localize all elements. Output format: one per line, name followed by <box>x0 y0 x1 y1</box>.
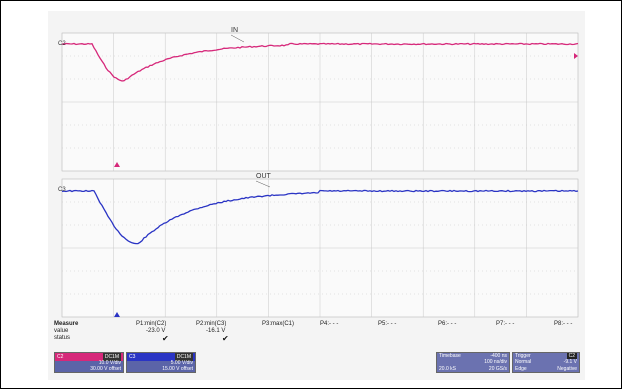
trigger-type: Edge <box>515 365 527 372</box>
channel-c2-descriptor[interactable]: C2 DC1M 10.0 V/div 30.00 V offset <box>54 352 124 373</box>
trigger-marker-bottom <box>114 312 120 317</box>
measure-p5-name[interactable]: P5:- - - <box>378 321 397 327</box>
trigger-title: Trigger <box>515 353 531 359</box>
measure-p7-name[interactable]: P7:- - - <box>496 321 515 327</box>
c2-box-offset: 30.00 V offset <box>90 365 121 372</box>
trigger-slope: Negative <box>557 365 577 372</box>
c2-box-vdiv: 10.0 V/div <box>98 360 121 366</box>
out-trace-label: OUT <box>256 173 271 180</box>
in-trace-label: IN <box>231 27 238 34</box>
timebase-title: Timebase <box>439 353 461 359</box>
out-label-leader <box>255 180 271 188</box>
trigger-descriptor[interactable]: Trigger C2 Normal -9.1 V Edge Negative <box>512 352 580 373</box>
bottom-grid <box>61 178 579 318</box>
measure-title[interactable]: Measure <box>54 321 79 327</box>
measure-row-status: status <box>54 335 71 341</box>
measure-p8-name[interactable]: P8:- - - <box>554 321 573 327</box>
c2-box-name: C2 <box>57 354 64 360</box>
trigger-source-icon: C2 <box>566 353 577 360</box>
trigger-mode: Normal <box>515 359 532 366</box>
timebase-sample-rate: 20 GS/s <box>488 365 507 372</box>
measure-p1-name[interactable]: P1:min(C2) <box>136 321 167 327</box>
measure-p6-name[interactable]: P6:- - - <box>438 321 457 327</box>
trigger-marker-top <box>114 162 120 167</box>
measure-p1-status-check: ✔ <box>162 334 169 343</box>
measure-row-value: value <box>54 328 69 334</box>
channel-c3-label: C3 <box>58 187 66 193</box>
timebase-delay: -400 ns <box>490 353 507 359</box>
measure-p2-status-check: ✔ <box>222 334 229 343</box>
measure-p2-name[interactable]: P2:min(C3) <box>196 321 227 327</box>
in-label-leader <box>230 34 245 43</box>
channel-c3-descriptor[interactable]: C3 DC1M 5.00 V/div 15.00 V offset <box>126 352 196 373</box>
top-grid <box>61 32 579 172</box>
trigger-level: -9.1 V <box>563 359 577 366</box>
timebase-descriptor[interactable]: Timebase -400 ns 100 ns/div 20.0 kS 20 G… <box>436 352 510 373</box>
scope-canvas <box>61 32 579 318</box>
c3-box-name: C3 <box>129 354 136 360</box>
measure-p3-name[interactable]: P3:max(C1) <box>262 321 295 327</box>
measure-p1-value: -23.0 V <box>146 328 166 334</box>
timebase-rate: 100 ns/div <box>484 359 507 366</box>
level-marker-right <box>574 53 578 59</box>
oscilloscope-screen: C2 C3 IN OUT Measure value status P1:min… <box>48 11 585 380</box>
c3-box-offset: 15.00 V offset <box>162 365 193 372</box>
out-trace <box>61 189 579 245</box>
timebase-samples: 20.0 kS <box>439 365 456 372</box>
c3-box-vdiv: 5.00 V/div <box>170 360 193 366</box>
c2-box-coupling: DC1M <box>102 353 121 361</box>
measure-p4-name[interactable]: P4:- - - <box>320 321 339 327</box>
in-trace <box>61 42 579 82</box>
c3-box-coupling: DC1M <box>174 353 193 361</box>
channel-c2-label: C2 <box>58 41 66 47</box>
measure-p2-value: -16.1 V <box>206 328 226 334</box>
